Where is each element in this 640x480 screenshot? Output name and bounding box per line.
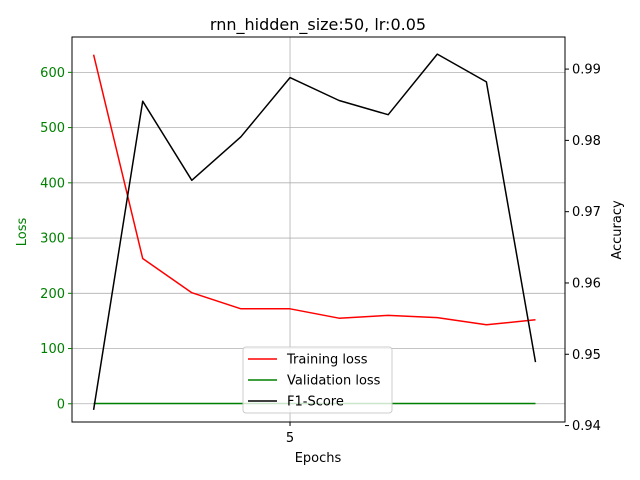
axis-ticks: 0 100 200 300 400 500 600 0.94 0.95 0.96 0.97 0.98 0… bbox=[40, 63, 601, 446]
y-axis-label-right: Accuracy bbox=[610, 200, 625, 260]
y-tick-label-right: 0.95 bbox=[572, 348, 601, 363]
plot-frame bbox=[71, 36, 566, 423]
legend-label: Training loss bbox=[286, 353, 368, 368]
series-line-training-loss bbox=[92, 54, 536, 326]
chart-title: rnn_hidden_size:50, lr:0.05 bbox=[210, 15, 426, 35]
y-tick-label-right: 0.98 bbox=[572, 134, 601, 149]
y-tick-label-left: 100 bbox=[40, 342, 65, 357]
legend-box bbox=[242, 346, 393, 414]
legend: Training loss Validation loss F1-Score bbox=[242, 346, 393, 414]
y-tick-label-left: 500 bbox=[40, 121, 65, 136]
y-tick-label-left: 600 bbox=[40, 66, 65, 81]
y-tick-label-left: 200 bbox=[40, 287, 65, 302]
y-tick-label-right: 0.96 bbox=[572, 276, 601, 291]
y-tick-label-left: 300 bbox=[40, 232, 65, 247]
legend-label: Validation loss bbox=[287, 374, 381, 389]
y-tick-label-right: 0.94 bbox=[572, 419, 601, 434]
x-axis-label: Epochs bbox=[295, 451, 342, 466]
y-tick-label-left: 0 bbox=[57, 397, 65, 412]
y-tick-label-left: 400 bbox=[40, 176, 65, 191]
legend-label: F1-Score bbox=[287, 395, 344, 410]
y-axis-label-left: Loss bbox=[15, 218, 30, 247]
series-line-f1-score bbox=[92, 53, 537, 411]
x-tick-label: 5 bbox=[286, 431, 294, 446]
y-tick-label-right: 0.97 bbox=[572, 205, 601, 220]
y-tick-label-right: 0.99 bbox=[572, 63, 601, 78]
